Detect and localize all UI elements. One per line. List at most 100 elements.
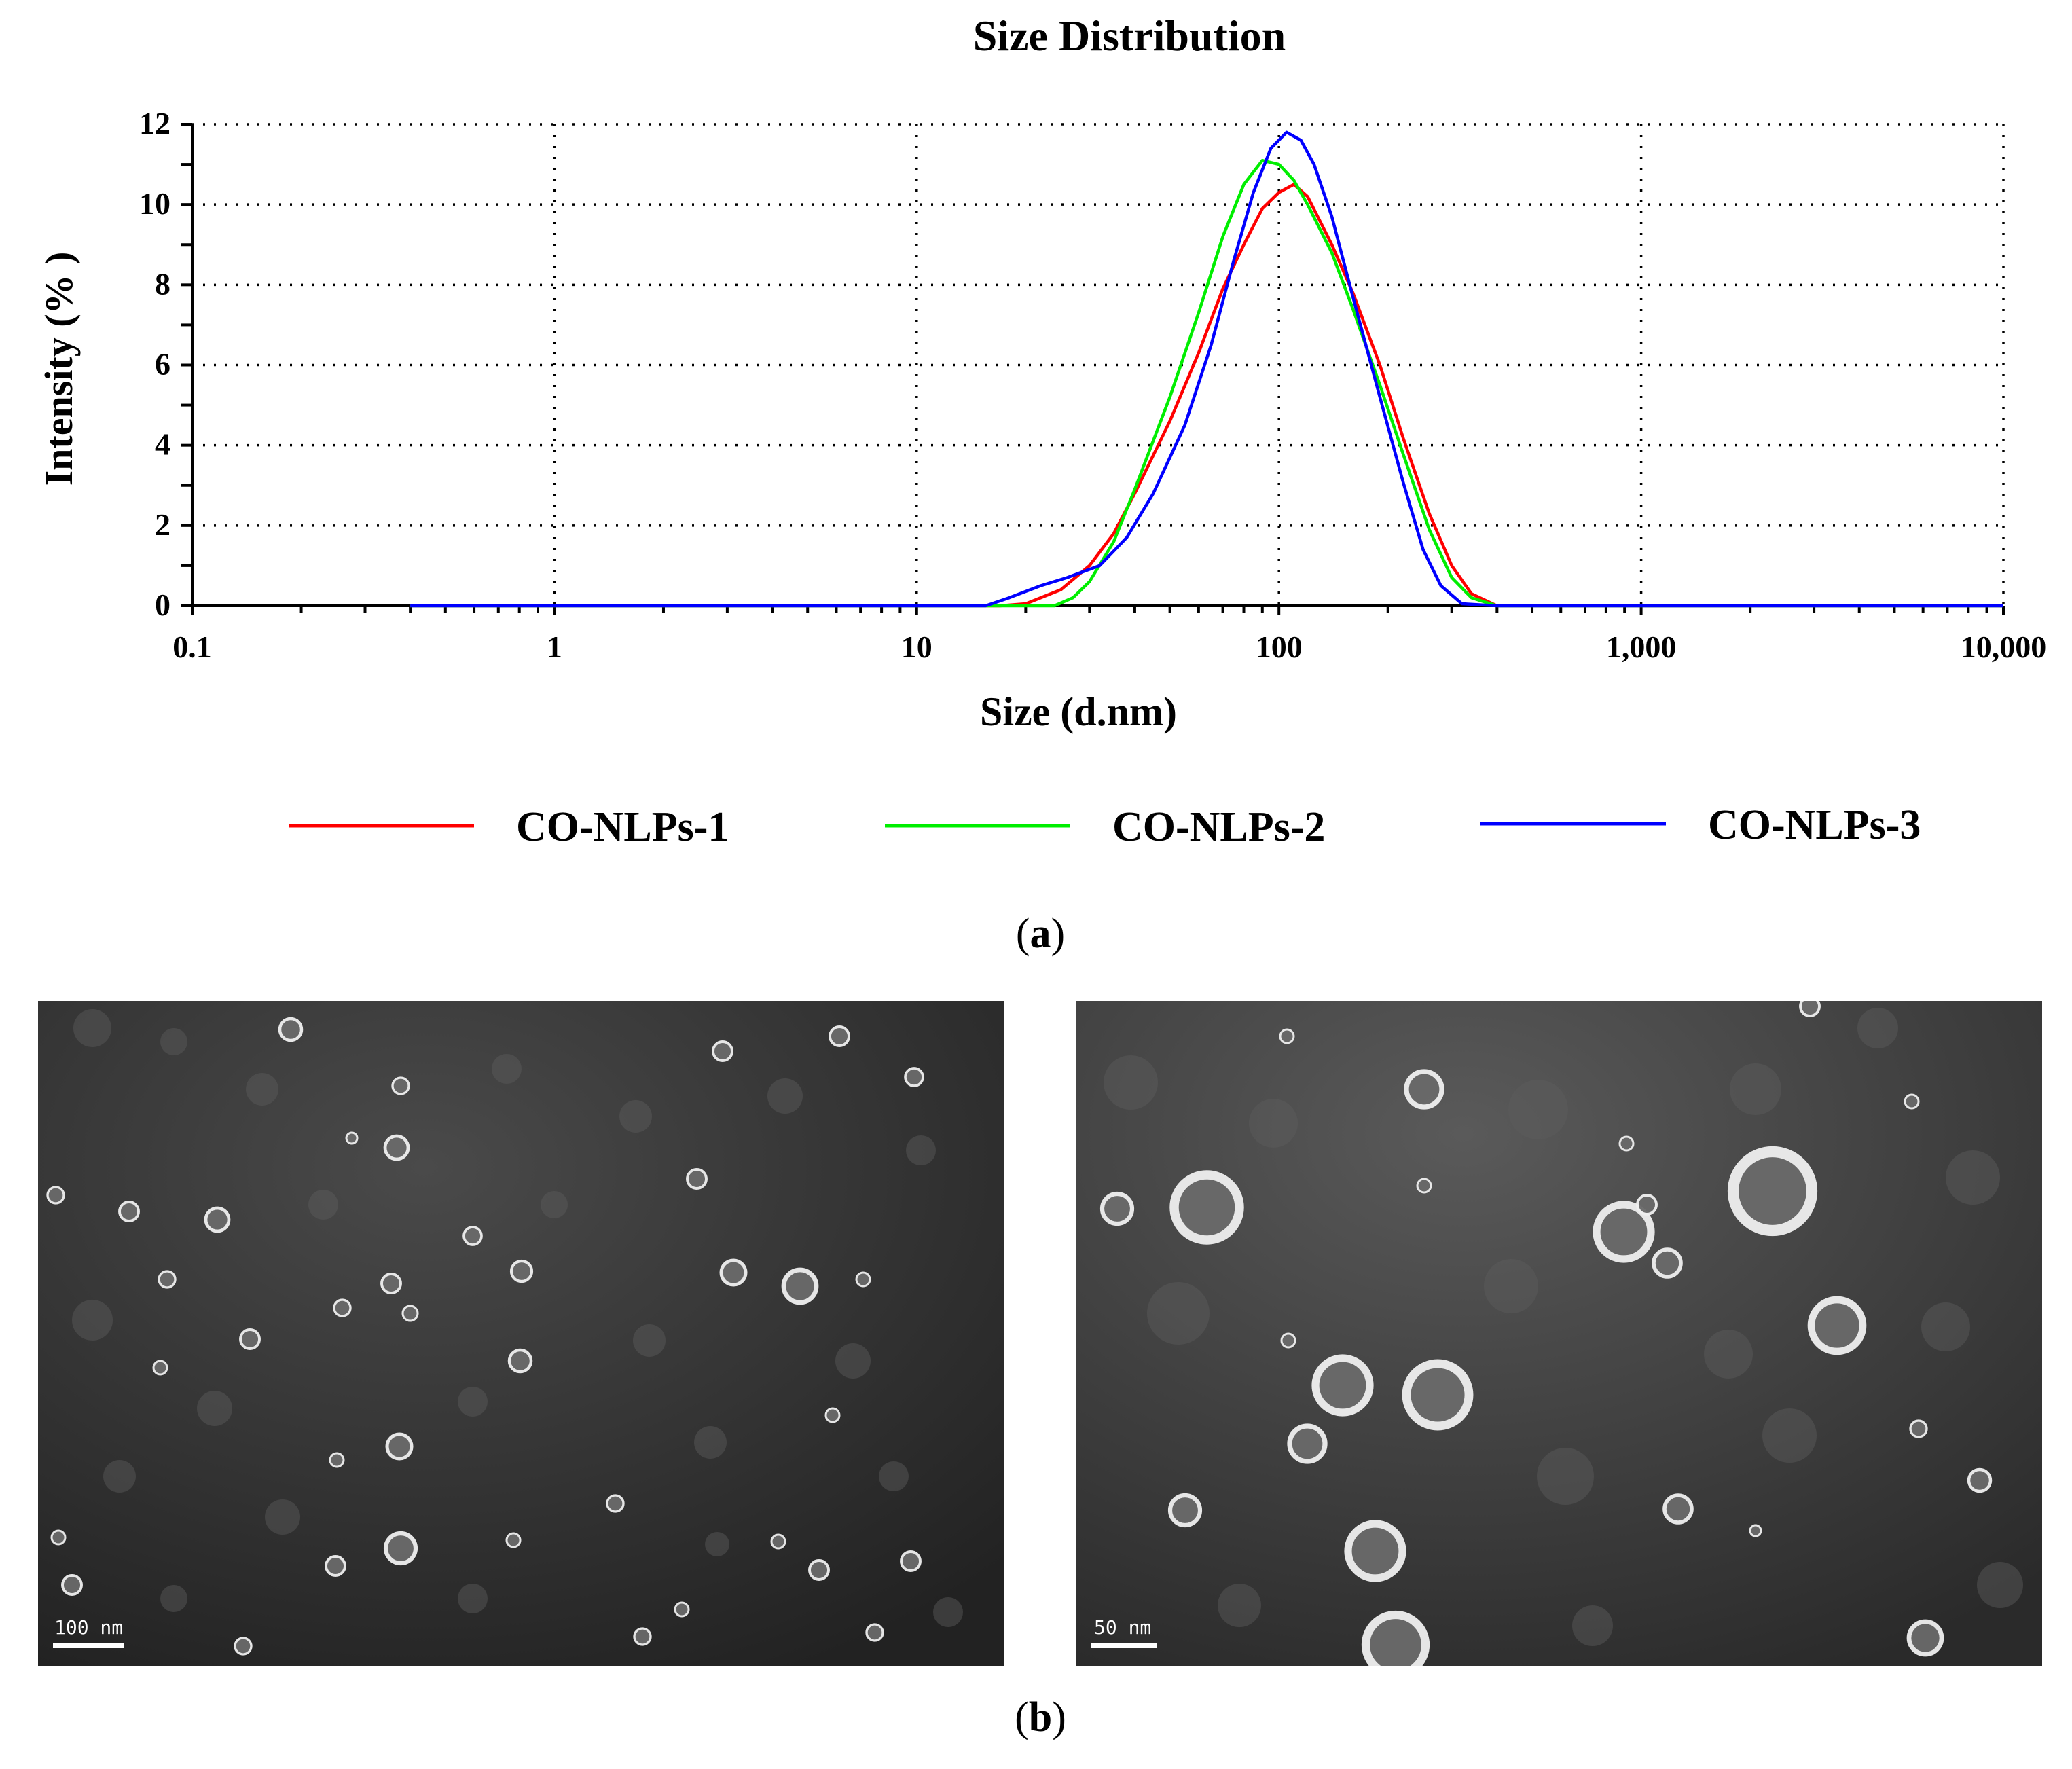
y-tick-label: 4	[155, 427, 170, 462]
panel-label-b: (b)	[1015, 1694, 1066, 1740]
nanoparticle	[1662, 1493, 1694, 1525]
nanoparticle	[505, 1532, 522, 1548]
series-line-3	[410, 130, 2003, 608]
faint-particle	[906, 1135, 936, 1165]
faint-particle	[1762, 1408, 1817, 1463]
faint-particle	[265, 1499, 300, 1535]
x-tick-label: 10	[901, 630, 932, 664]
nanoparticle	[383, 1134, 410, 1161]
nanoparticle	[61, 1574, 83, 1596]
faint-particle	[1508, 1080, 1568, 1139]
y-tick-label: 8	[155, 266, 170, 301]
faint-particle	[458, 1387, 488, 1417]
nanoparticle	[345, 1131, 359, 1145]
nanoparticle	[380, 1273, 402, 1294]
nanoparticle	[1904, 1093, 1920, 1110]
faint-particle	[72, 1300, 113, 1341]
faint-particle	[1104, 1055, 1158, 1110]
x-tick-labels: 0.1 1 10 100 1,000 10,000	[172, 630, 2046, 664]
nanoparticle	[204, 1206, 231, 1233]
scale-bar-right	[1091, 1643, 1157, 1648]
scale-bar-left	[53, 1643, 124, 1648]
axes	[181, 123, 2005, 615]
y-tick-label: 2	[155, 507, 170, 542]
nanoparticle	[781, 1267, 819, 1305]
nanoparticle	[900, 1550, 922, 1572]
series-line-2	[410, 158, 2003, 608]
faint-particle	[1484, 1259, 1538, 1313]
x-tick-label: 1	[547, 630, 562, 664]
nanoparticle	[1909, 1419, 1928, 1438]
faint-particle	[246, 1073, 278, 1106]
faint-particle	[619, 1100, 652, 1133]
nanoparticle	[1749, 1524, 1762, 1537]
nanoparticle	[1402, 1359, 1474, 1431]
nanoparticle	[509, 1259, 534, 1283]
nanoparticle	[1404, 1069, 1444, 1110]
chart-title: Size Distribution	[973, 12, 1286, 60]
nanoparticle	[1361, 1610, 1430, 1666]
nanoparticle	[1807, 1296, 1867, 1355]
y-tick-label: 10	[139, 186, 170, 221]
faint-particle	[492, 1054, 522, 1084]
faint-particle	[458, 1584, 488, 1613]
faint-particle	[308, 1190, 338, 1220]
nanoparticle	[824, 1407, 841, 1423]
faint-particle	[1946, 1150, 2000, 1205]
faint-particle	[1977, 1562, 2023, 1608]
nanoparticle	[1618, 1135, 1635, 1152]
scale-bar-label-left: 100 nm	[54, 1616, 124, 1639]
faint-particle	[933, 1597, 963, 1627]
nanoparticle	[633, 1627, 652, 1646]
faint-particle	[1572, 1605, 1613, 1646]
x-tick-label: 0.1	[172, 630, 212, 664]
faint-particle	[1537, 1448, 1594, 1505]
nanoparticle	[1280, 1332, 1296, 1349]
faint-particle	[1730, 1063, 1781, 1115]
faint-particle	[1249, 1099, 1298, 1148]
nanoparticle	[829, 1025, 850, 1047]
x-tick-label: 1,000	[1606, 630, 1677, 664]
faint-particle	[1218, 1584, 1261, 1627]
nanoparticle	[808, 1559, 830, 1581]
nanoparticle	[383, 1531, 418, 1566]
nanoparticle	[239, 1328, 261, 1350]
faint-particle	[633, 1324, 666, 1357]
x-tick-label: 10,000	[1961, 630, 2047, 664]
faint-particle	[1921, 1302, 1970, 1351]
nanoparticle	[1799, 1001, 1821, 1017]
nanoparticle	[770, 1533, 786, 1550]
faint-particle	[103, 1460, 136, 1493]
nanoparticle	[1287, 1423, 1328, 1464]
faint-particle	[197, 1391, 232, 1426]
nanoparticle	[234, 1637, 253, 1656]
nanoparticle	[1344, 1520, 1406, 1582]
nanoparticle	[333, 1298, 352, 1317]
nanoparticle	[329, 1452, 345, 1468]
nanoparticle	[606, 1494, 625, 1513]
legend: CO-NLPs-1 CO-NLPs-2 CO-NLPs-3	[289, 802, 1921, 850]
size-distribution-chart: Size Distribution 0 2 4 6 8 10 12 0.1 1 10 100 1,0…	[37, 12, 2046, 850]
faint-particle	[705, 1532, 729, 1556]
faint-particle	[1704, 1330, 1753, 1379]
nanoparticle	[674, 1601, 690, 1618]
nanoparticle	[686, 1168, 708, 1190]
nanoparticle	[1967, 1467, 1993, 1493]
nanoparticle	[46, 1186, 65, 1205]
nanoparticle	[401, 1305, 419, 1322]
tem-image-left: 100 nm	[38, 1001, 1004, 1666]
nanoparticle	[50, 1529, 67, 1546]
nanoparticle	[1416, 1178, 1432, 1194]
grid-lines	[192, 123, 2005, 606]
nanoparticle	[1593, 1201, 1655, 1263]
faint-particle	[1857, 1008, 1898, 1048]
nanoparticle	[152, 1360, 168, 1376]
x-tick-label: 100	[1256, 630, 1303, 664]
nanoparticle	[1636, 1194, 1658, 1216]
faint-particle	[541, 1191, 568, 1218]
legend-label-3: CO-NLPs-3	[1708, 802, 1921, 848]
nanoparticle	[507, 1348, 533, 1374]
nanoparticle	[391, 1076, 410, 1095]
faint-particle	[694, 1426, 727, 1459]
nanoparticle	[1311, 1354, 1374, 1417]
